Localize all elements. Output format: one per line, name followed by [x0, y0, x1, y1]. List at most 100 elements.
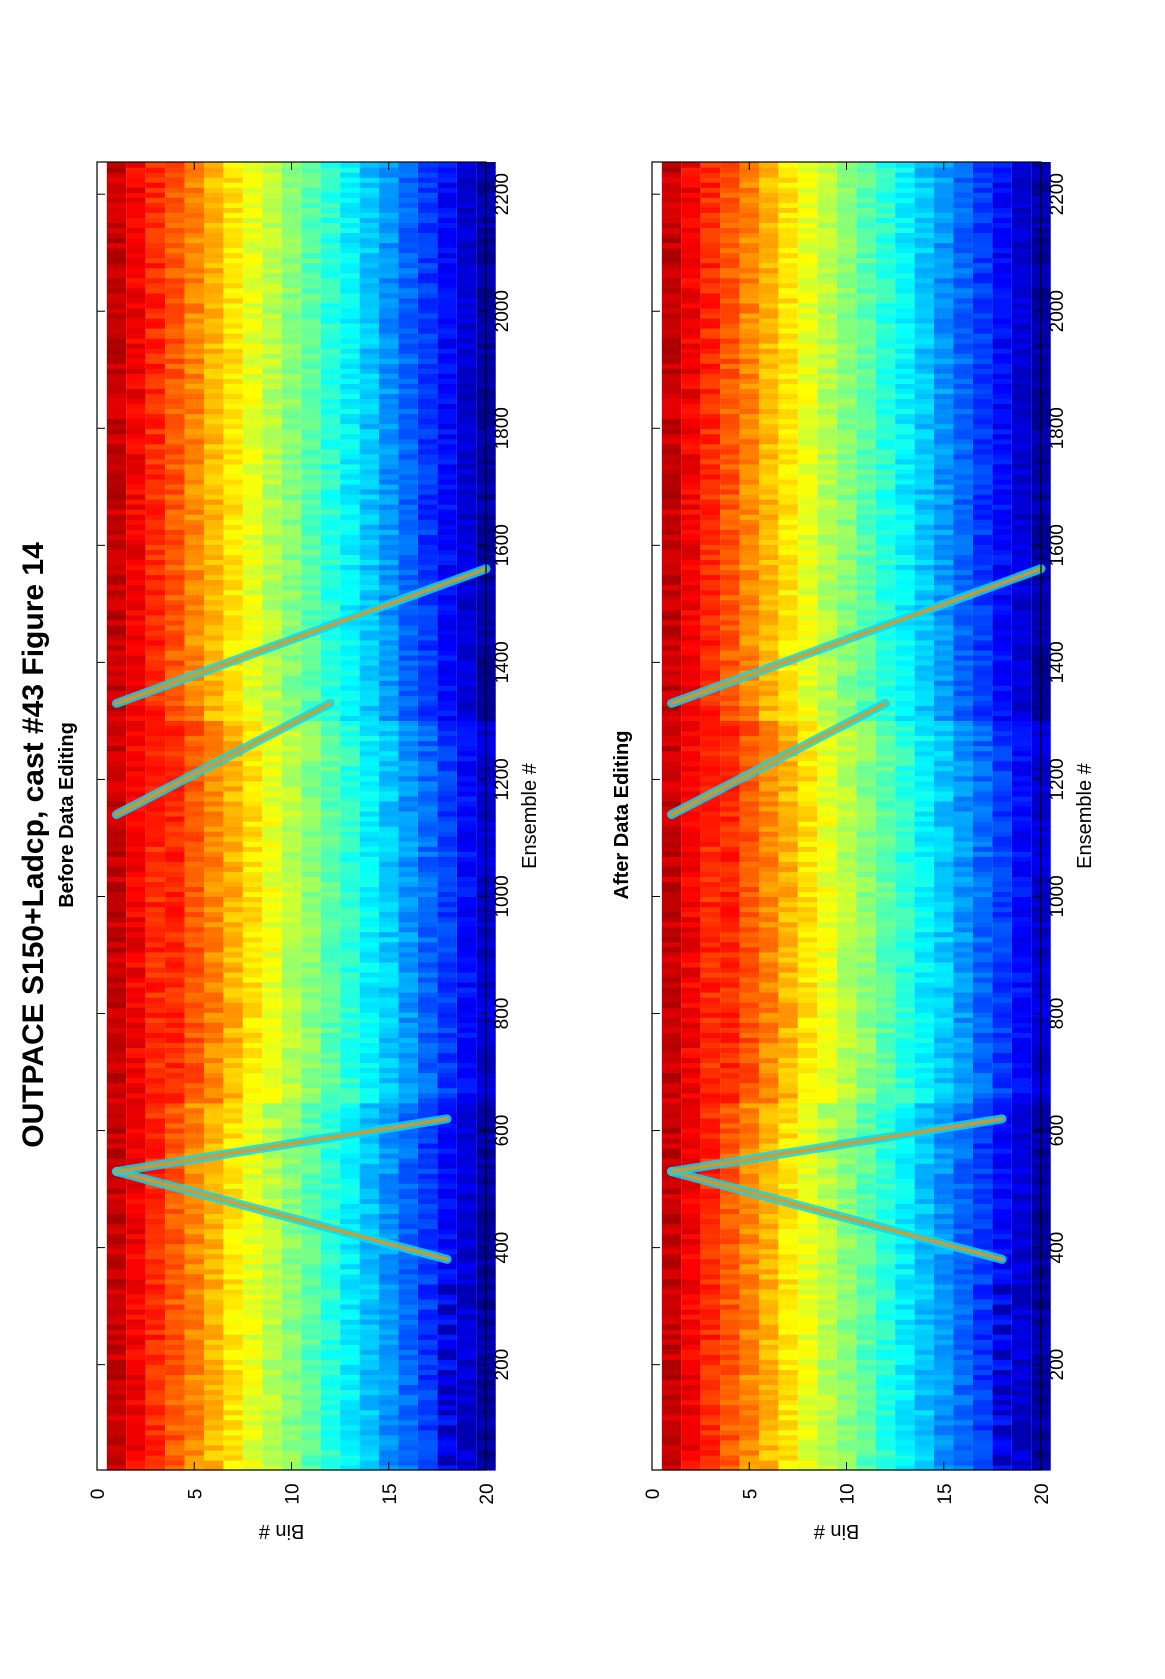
heatmap-cell: [340, 599, 360, 606]
heatmap-cell: [359, 906, 380, 913]
heatmap-cell: [106, 891, 127, 898]
heatmap-cell: [301, 846, 321, 852]
heatmap-cell: [242, 564, 263, 571]
heatmap-cell: [301, 1344, 321, 1350]
heatmap-cell: [417, 534, 438, 540]
heatmap-cell: [203, 559, 224, 566]
heatmap-cell: [379, 841, 399, 847]
heatmap-cell: [223, 393, 243, 400]
heatmap-cell: [165, 1092, 185, 1099]
heatmap-cell: [320, 1032, 341, 1038]
heatmap-cell: [320, 1248, 341, 1255]
heatmap-cell: [437, 1032, 457, 1038]
heatmap-cell: [126, 483, 146, 490]
heatmap-cell: [242, 529, 263, 535]
heatmap-cell: [106, 398, 127, 405]
heatmap-cell: [437, 1107, 457, 1114]
heatmap-cell: [106, 433, 127, 440]
heatmap-cell: [379, 343, 399, 349]
heatmap-cell: [340, 242, 360, 249]
heatmap-cell: [340, 514, 360, 520]
heatmap-cell: [340, 790, 360, 797]
heatmap-cell: [165, 277, 185, 284]
heatmap-cell: [242, 1243, 263, 1250]
heatmap-cell: [398, 710, 418, 716]
heatmap-cell: [203, 916, 224, 923]
heatmap-cell: [281, 931, 302, 938]
heatmap-cell: [184, 619, 204, 626]
heatmap-cell: [165, 1017, 185, 1023]
heatmap-cell: [126, 302, 146, 309]
heatmap-cell: [262, 720, 282, 727]
heatmap-cell: [359, 725, 380, 732]
heatmap-cell: [184, 680, 204, 686]
heatmap-cell: [126, 1364, 146, 1370]
heatmap-cell: [437, 338, 457, 344]
heatmap-cell: [126, 1233, 146, 1240]
heatmap-cell: [262, 559, 282, 566]
heatmap-cell: [456, 846, 477, 852]
heatmap-cell: [281, 800, 302, 807]
heatmap-cell: [223, 906, 243, 913]
heatmap-cell: [417, 1243, 438, 1250]
heatmap-cell: [437, 1037, 457, 1043]
heatmap-cell: [165, 504, 185, 510]
heatmap-cell: [242, 1399, 263, 1406]
heatmap-cell: [145, 1263, 166, 1270]
heatmap-cell: [320, 307, 341, 314]
heatmap-cell: [223, 1258, 243, 1265]
heatmap-cell: [242, 785, 263, 792]
heatmap-cell: [242, 1394, 263, 1401]
heatmap-cell: [456, 1459, 477, 1466]
heatmap-cell: [242, 418, 263, 425]
heatmap-cell: [379, 564, 399, 571]
heatmap-cell: [106, 951, 127, 958]
heatmap-cell: [359, 1062, 380, 1069]
heatmap-cell: [437, 378, 457, 384]
heatmap-cell: [262, 770, 282, 777]
heatmap-cell: [301, 292, 321, 299]
heatmap-cell: [126, 735, 146, 742]
heatmap-cell: [417, 710, 438, 716]
heatmap-cell: [340, 665, 360, 671]
heatmap-cell: [145, 1087, 166, 1094]
heatmap-cell: [145, 765, 166, 772]
heatmap-cell: [437, 1102, 457, 1109]
heatmap-cell: [340, 564, 360, 571]
heatmap-cell: [262, 483, 282, 490]
heatmap-cell: [223, 1359, 243, 1365]
heatmap-cell: [242, 926, 263, 933]
heatmap-cell: [145, 730, 166, 737]
heatmap-cell: [242, 1384, 263, 1391]
heatmap-cell: [417, 1163, 438, 1169]
heatmap-cell: [398, 1288, 418, 1295]
heatmap-cell: [145, 1243, 166, 1250]
heatmap-cell: [106, 1429, 127, 1436]
heatmap-cell: [281, 242, 302, 249]
heatmap-cell: [126, 1007, 146, 1013]
heatmap-cell: [242, 534, 263, 540]
heatmap-cell: [320, 1354, 341, 1360]
heatmap-cell: [126, 1449, 146, 1456]
heatmap-cell: [184, 725, 204, 732]
heatmap-cell: [184, 1278, 204, 1285]
heatmap-cell: [223, 609, 243, 616]
heatmap-cell: [203, 463, 224, 470]
heatmap-cell: [223, 448, 243, 455]
heatmap-cell: [359, 373, 380, 379]
heatmap-cell: [106, 559, 127, 566]
heatmap-cell: [242, 544, 263, 550]
heatmap-cell: [126, 458, 146, 465]
heatmap-cell: [417, 1288, 438, 1295]
heatmap-cell: [301, 750, 321, 757]
heatmap-cell: [320, 886, 341, 893]
heatmap-cell: [320, 353, 341, 359]
heatmap-cell: [379, 926, 399, 933]
heatmap-cell: [281, 730, 302, 737]
heatmap-cell: [184, 1213, 204, 1220]
heatmap-cell: [437, 468, 457, 475]
heatmap-cell: [437, 881, 457, 888]
heatmap-cell: [145, 1112, 166, 1119]
heatmap-cell: [203, 252, 224, 259]
heatmap-cell: [417, 413, 438, 420]
